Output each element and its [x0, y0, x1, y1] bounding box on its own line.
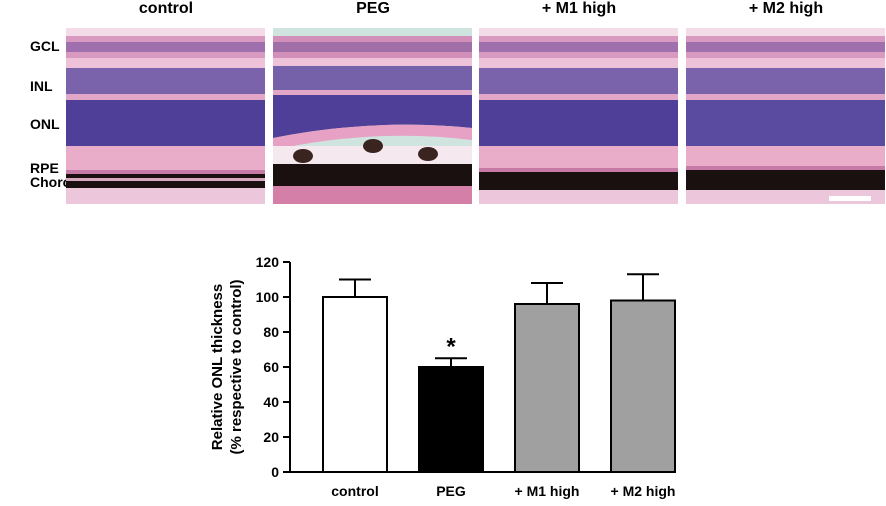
bar-m2-high: [610, 299, 676, 473]
bar-peg: [418, 366, 484, 473]
y-tick-label: 100: [256, 289, 280, 305]
bar-m1-high: [514, 303, 580, 473]
y-axis-label-line1: Relative ONL thickness: [209, 284, 226, 450]
bars: *: [322, 273, 676, 473]
y-tick-label: 40: [263, 394, 279, 410]
panel-title-control: control: [138, 0, 194, 17]
x-tick-label: + M1 high: [515, 483, 580, 499]
x-tick-label: + M2 high: [611, 483, 676, 499]
micrograph-control: [66, 28, 265, 204]
y-tick-label: 120: [256, 254, 280, 270]
y-ticks: 0 20 40 60 80 100 120: [256, 254, 290, 480]
micrograph-m2-high: [686, 28, 885, 204]
significance-marker: *: [446, 333, 456, 360]
x-tick-labels: control PEG + M1 high + M2 high: [331, 483, 675, 499]
panel-title-m2-high: + M2 high: [748, 0, 824, 17]
y-tick-label: 20: [263, 429, 279, 445]
y-tick-label: 60: [263, 359, 279, 375]
bar-control: [322, 296, 388, 473]
y-tick-label: 0: [271, 464, 279, 480]
x-tick-label: control: [331, 483, 378, 499]
y-axis-label-line2: (% respective to control): [228, 279, 245, 454]
scale-bar: [829, 196, 871, 201]
panel-title-m1-high: + M1 high: [541, 0, 617, 17]
layer-label-rpe: RPE: [30, 160, 59, 176]
layer-label-onl: ONL: [30, 116, 60, 132]
layer-label-inl: INL: [30, 78, 53, 94]
panel-title-peg: PEG: [356, 0, 390, 17]
x-tick-label: PEG: [436, 483, 466, 499]
micrograph-peg: [273, 28, 472, 204]
y-tick-label: 80: [263, 324, 279, 340]
micrograph-m1-high: [479, 28, 678, 204]
layer-label-gcl: GCL: [30, 38, 60, 54]
